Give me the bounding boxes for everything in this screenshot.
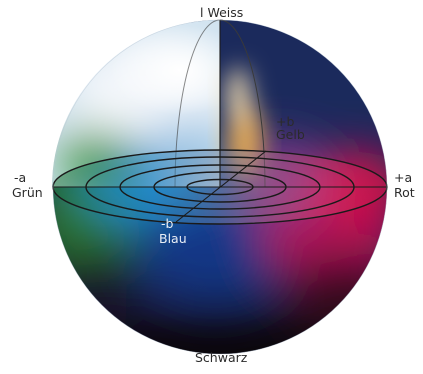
label-plus-a: +a — [394, 170, 413, 185]
label-minus-a: -a — [14, 170, 27, 185]
axes — [53, 20, 387, 223]
sphere-outline — [52, 19, 388, 355]
label-blau: Blau — [159, 231, 187, 246]
label-schwarz: Schwarz — [195, 350, 248, 365]
b-axis — [175, 150, 267, 223]
label-gruen: Grün — [12, 185, 43, 200]
label-minus-b: -b — [161, 216, 174, 231]
label-rot: Rot — [394, 185, 415, 200]
label-plus-b: +b — [276, 114, 295, 129]
label-gelb: Gelb — [276, 127, 305, 142]
label-weiss: l Weiss — [200, 5, 244, 20]
